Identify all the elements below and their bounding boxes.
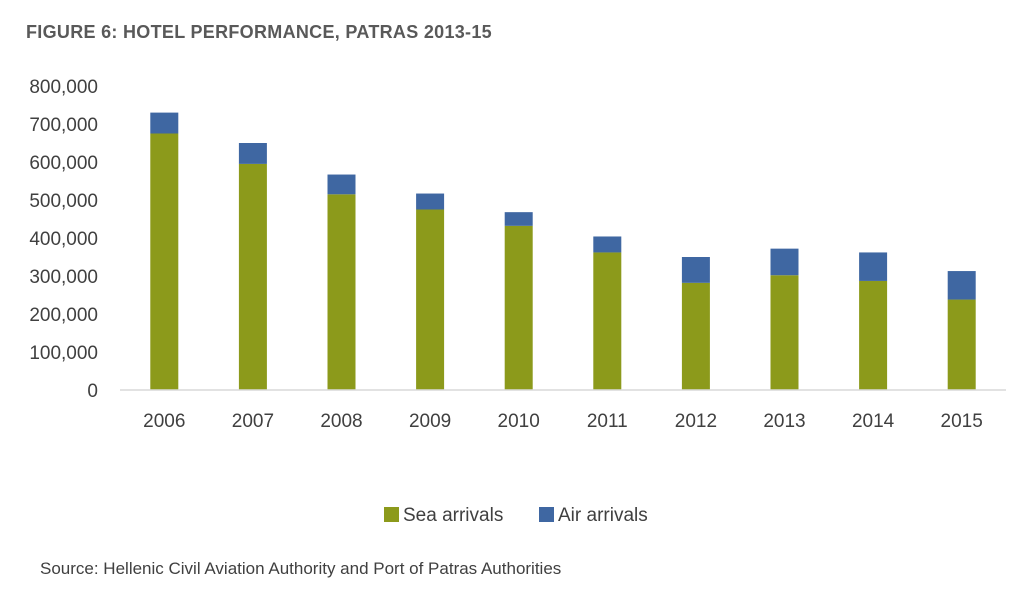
y-tick-label: 500,000 (29, 191, 98, 212)
y-tick-label: 200,000 (29, 305, 98, 326)
bar-sea-2009 (416, 209, 445, 390)
bar-air-2010 (504, 212, 533, 226)
x-tick-label: 2014 (852, 411, 895, 432)
y-tick-label: 300,000 (29, 267, 98, 288)
bar-sea-2012 (681, 282, 710, 390)
legend-label-air: Air arrivals (558, 505, 648, 526)
x-tick-label: 2011 (587, 411, 628, 432)
x-tick-label: 2012 (675, 411, 717, 432)
bar-air-2006 (150, 112, 179, 134)
bar-sea-2008 (327, 194, 356, 390)
source-note: Source: Hellenic Civil Aviation Authorit… (40, 559, 562, 578)
bar-sea-2010 (504, 225, 533, 390)
bar-sea-2013 (770, 275, 799, 390)
x-tick-label: 2008 (320, 411, 362, 432)
bar-air-2008 (327, 174, 356, 195)
x-tick-label: 2007 (232, 411, 274, 432)
x-tick-label: 2013 (763, 411, 805, 432)
y-tick-label: 400,000 (29, 229, 98, 250)
chart-title: FIGURE 6: HOTEL PERFORMANCE, PATRAS 2013… (26, 22, 492, 42)
bars-group (150, 112, 976, 390)
legend-swatch-air (539, 507, 554, 522)
y-tick-label: 800,000 (29, 77, 98, 98)
bar-air-2014 (859, 252, 888, 281)
legend-label-sea: Sea arrivals (403, 505, 503, 526)
legend: Sea arrivals Air arrivals (384, 505, 648, 526)
bar-sea-2014 (859, 280, 888, 390)
bar-air-2011 (593, 236, 622, 253)
bar-sea-2006 (150, 133, 179, 390)
y-axis: 0 100,000 200,000 300,000 400,000 500,000 600,… (29, 77, 98, 402)
bar-air-2012 (681, 257, 710, 283)
x-axis: 2006 2007 2008 2009 2010 2011 2012 2013 2014 2015 (143, 411, 983, 432)
bar-sea-2011 (593, 252, 622, 390)
x-tick-label: 2015 (941, 411, 983, 432)
bar-air-2013 (770, 248, 799, 276)
x-tick-label: 2009 (409, 411, 451, 432)
y-tick-label: 700,000 (29, 115, 98, 136)
y-tick-label: 100,000 (29, 343, 98, 364)
legend-swatch-sea (384, 507, 399, 522)
y-tick-label: 600,000 (29, 153, 98, 174)
x-tick-label: 2006 (143, 411, 185, 432)
bar-air-2009 (416, 193, 445, 210)
bar-sea-2007 (238, 163, 267, 390)
x-tick-label: 2010 (498, 411, 540, 432)
bar-air-2007 (238, 143, 267, 164)
y-tick-label: 0 (87, 381, 98, 402)
bar-sea-2015 (947, 299, 976, 390)
bar-air-2015 (947, 271, 976, 300)
